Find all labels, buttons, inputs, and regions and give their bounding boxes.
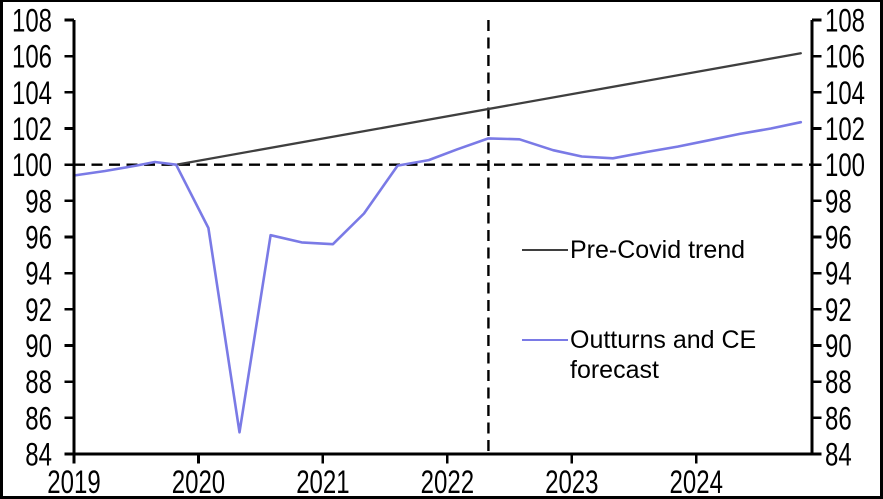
legend-label-pre-covid-trend: Pre-Covid trend	[570, 236, 746, 264]
y-tick-label-right: 102	[825, 111, 865, 147]
y-tick-label-left: 106	[12, 39, 52, 75]
series-line-pre-covid-trend	[174, 52, 802, 166]
series-line-outturns-and-ce-forecast	[72, 120, 803, 434]
x-tick-label: 2019	[47, 464, 100, 499]
x-tick-label: 2020	[172, 464, 225, 499]
y-tick-label-right: 108	[825, 3, 865, 39]
y-tick-label-left: 94	[25, 256, 52, 292]
y-tick-label-left: 86	[25, 400, 52, 436]
y-tick-label-right: 92	[825, 292, 852, 328]
legend-swatch-outturns-forecast	[522, 338, 568, 341]
y-tick-label-left: 102	[12, 111, 52, 147]
y-tick-label-right: 88	[825, 364, 852, 400]
x-tick-label: 2024	[670, 464, 723, 499]
y-tick-label-right: 84	[825, 437, 852, 473]
y-tick-label-left: 104	[12, 75, 52, 111]
y-tick-label-right: 100	[825, 147, 865, 183]
y-tick-label-right: 96	[825, 220, 852, 256]
x-tick-label: 2023	[545, 464, 598, 499]
y-tick-label-left: 88	[25, 364, 52, 400]
y-tick-label-left: 96	[25, 220, 52, 256]
x-tick-label: 2022	[421, 464, 474, 499]
y-tick-label-right: 90	[825, 328, 852, 364]
y-tick-label-right: 86	[825, 400, 852, 436]
y-tick-label-right: 106	[825, 39, 865, 75]
y-tick-label-left: 108	[12, 3, 52, 39]
y-tick-label-left: 90	[25, 328, 52, 364]
y-tick-label-left: 92	[25, 292, 52, 328]
y-tick-label-right: 104	[825, 75, 865, 111]
x-tick-label: 2021	[296, 464, 349, 499]
y-tick-label-right: 98	[825, 183, 852, 219]
legend-swatch-pre-covid-trend	[522, 248, 568, 251]
y-tick-label-left: 98	[25, 183, 52, 219]
y-tick-label-left: 100	[12, 147, 52, 183]
y-tick-label-left: 84	[25, 437, 52, 473]
legend-label-outturns-forecast: Outturns and CE forecast	[570, 326, 757, 384]
y-tick-label-right: 94	[825, 256, 852, 292]
